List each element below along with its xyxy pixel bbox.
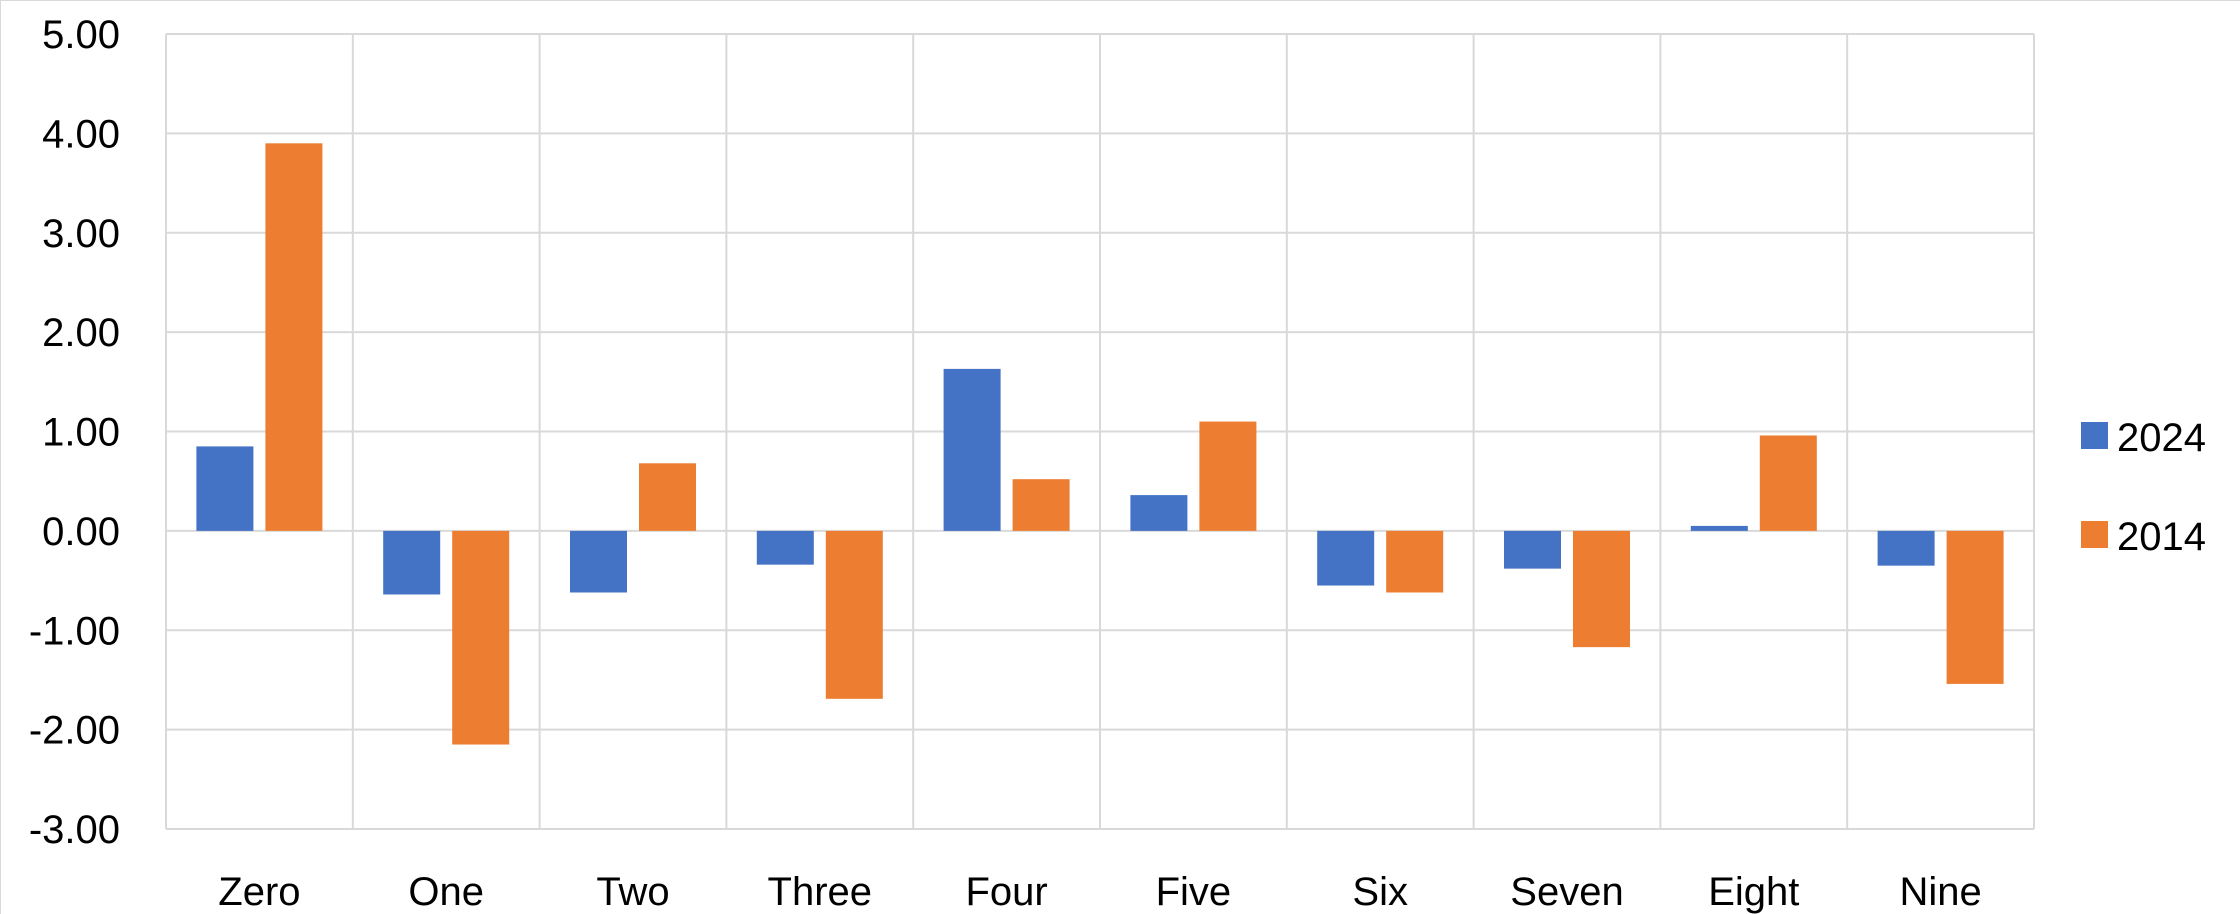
y-tick-label: -1.00 xyxy=(29,609,120,653)
y-tick-label: -3.00 xyxy=(29,808,120,852)
bar-2014-four xyxy=(1012,479,1070,531)
y-tick-label: 5.00 xyxy=(42,13,120,57)
y-tick-label: 0.00 xyxy=(42,510,120,554)
bars xyxy=(196,143,2004,745)
bar-2024-five xyxy=(1130,495,1188,531)
y-tick-label: -2.00 xyxy=(29,709,120,753)
legend-swatch-2024 xyxy=(2081,422,2108,449)
x-tick-label: Two xyxy=(596,870,669,914)
y-tick-label: 2.00 xyxy=(42,311,120,355)
y-tick-label: 4.00 xyxy=(42,112,120,156)
bar-2014-zero xyxy=(265,143,323,531)
legend-label-2024: 2024 xyxy=(2117,416,2206,460)
x-tick-label: Nine xyxy=(1899,870,1981,914)
x-tick-label: One xyxy=(408,870,484,914)
bar-2024-seven xyxy=(1504,530,1561,569)
bar-2024-four xyxy=(943,368,1001,531)
y-tick-label: 3.00 xyxy=(42,212,120,256)
x-tick-label: Zero xyxy=(218,870,300,914)
gridlines xyxy=(165,33,2035,830)
bar-2014-eight xyxy=(1759,435,1817,531)
bar-2024-three xyxy=(756,530,814,565)
y-tick-label: 1.00 xyxy=(42,411,120,455)
legend-label-2014: 2014 xyxy=(2117,515,2206,559)
bar-2024-two xyxy=(570,530,627,593)
bar-2024-eight xyxy=(1690,525,1748,531)
bar-2014-three xyxy=(825,530,883,699)
legend-swatch-2014 xyxy=(2081,521,2108,548)
x-tick-label: Five xyxy=(1156,870,1232,914)
legend: 2024 2014 xyxy=(2081,416,2206,559)
bar-2014-nine xyxy=(1946,530,2004,684)
bar-2014-one xyxy=(452,530,510,745)
bar-2014-two xyxy=(639,463,696,531)
bar-2014-five xyxy=(1199,421,1257,531)
bar-2024-six xyxy=(1317,530,1375,586)
y-axis-tick-labels: 5.00 4.00 3.00 2.00 1.00 0.00 -1.00 -2.00 -3.00 xyxy=(29,13,120,852)
bar-2024-zero xyxy=(196,446,254,531)
x-axis-tick-labels: Zero One Two Three Four Five Six Seven Eight Nine xyxy=(218,870,1981,914)
bar-2024-nine xyxy=(1877,530,1935,566)
x-tick-label: Six xyxy=(1352,870,1408,914)
x-tick-label: Seven xyxy=(1510,870,1623,914)
x-tick-label: Eight xyxy=(1708,870,1799,914)
bar-2014-six xyxy=(1386,530,1444,593)
x-tick-label: Four xyxy=(965,870,1047,914)
x-tick-label: Three xyxy=(768,870,873,914)
bar-2014-seven xyxy=(1573,530,1630,648)
bar-2024-one xyxy=(383,530,441,595)
